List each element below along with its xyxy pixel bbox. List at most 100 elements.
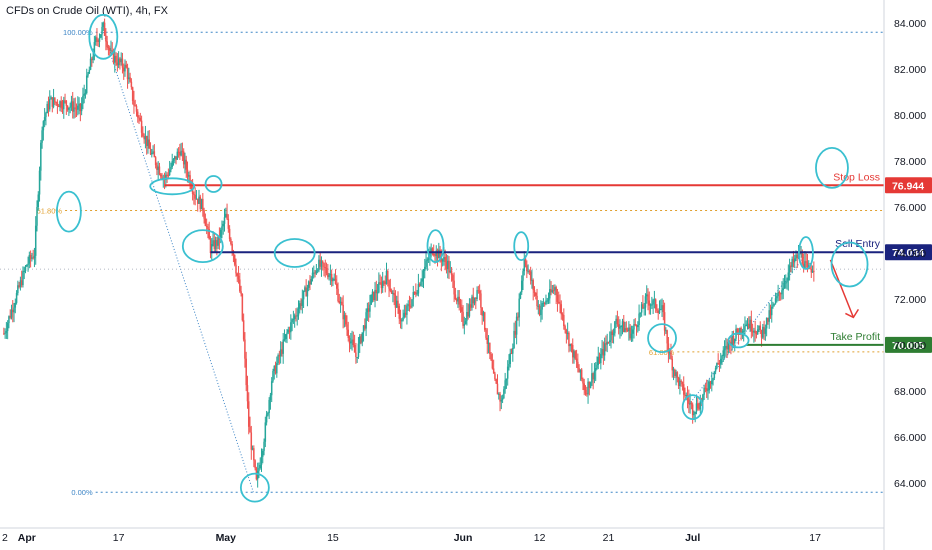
candle-body bbox=[569, 343, 571, 347]
candle-body bbox=[661, 305, 663, 310]
candle-body bbox=[431, 248, 434, 254]
candle-body bbox=[555, 287, 557, 295]
candle-body bbox=[790, 265, 792, 267]
candle-body bbox=[732, 335, 735, 344]
candle-body bbox=[741, 331, 744, 333]
hand-drawn-circle bbox=[55, 190, 82, 233]
candle-body bbox=[508, 363, 510, 367]
hand-drawn-circles bbox=[55, 13, 869, 503]
candle-body bbox=[191, 189, 194, 194]
candle-body bbox=[260, 456, 263, 466]
candle-body bbox=[380, 282, 383, 289]
candle-body bbox=[478, 290, 481, 294]
candle-body bbox=[804, 261, 806, 269]
candle-body bbox=[522, 271, 524, 281]
candle-body bbox=[617, 324, 620, 329]
candle-body bbox=[153, 151, 156, 158]
candle-body bbox=[205, 225, 208, 227]
candle-body bbox=[796, 254, 799, 259]
candle-body bbox=[607, 341, 610, 343]
candle-body bbox=[245, 358, 247, 386]
candle-body bbox=[121, 58, 124, 68]
candle-body bbox=[343, 315, 346, 320]
candle-body bbox=[496, 383, 499, 395]
candle-body bbox=[154, 157, 157, 166]
candle-body bbox=[92, 56, 94, 61]
candle-body bbox=[388, 280, 390, 289]
candle-body bbox=[535, 292, 537, 296]
candle-body bbox=[697, 403, 699, 409]
candle-body bbox=[709, 381, 712, 385]
candle-body bbox=[563, 315, 565, 327]
candle-body bbox=[463, 323, 466, 326]
candle-body bbox=[713, 371, 716, 379]
candle-body bbox=[47, 103, 50, 110]
candle-body bbox=[74, 107, 77, 109]
candle-body bbox=[670, 352, 672, 359]
candle-body bbox=[748, 323, 750, 328]
candle-body bbox=[770, 306, 773, 316]
candle-body bbox=[364, 325, 366, 329]
candle-body bbox=[398, 306, 401, 319]
candle-body bbox=[450, 270, 453, 276]
candle-body bbox=[449, 270, 452, 273]
candle-body bbox=[667, 343, 670, 353]
candle-body bbox=[397, 300, 399, 307]
candle-body bbox=[281, 349, 283, 354]
candle-body bbox=[810, 268, 813, 273]
candle-body bbox=[320, 261, 323, 267]
candle-body bbox=[371, 291, 374, 295]
fib-lines: 100.00%61.80%0.00%61.80% bbox=[0, 28, 884, 497]
candle-body bbox=[171, 160, 173, 167]
candle-body bbox=[133, 100, 135, 106]
candle-body bbox=[339, 301, 342, 303]
candle-body bbox=[161, 176, 163, 180]
hand-drawn-circle bbox=[204, 175, 223, 193]
candle-body bbox=[505, 378, 508, 381]
candle-body bbox=[575, 358, 578, 362]
candle-body bbox=[116, 62, 119, 66]
candle-body bbox=[545, 300, 547, 304]
candle-body bbox=[554, 287, 556, 291]
candle-body bbox=[499, 393, 501, 402]
candle-body bbox=[54, 97, 56, 103]
candle-body bbox=[644, 296, 647, 308]
candle-body bbox=[592, 373, 594, 380]
candle-body bbox=[504, 380, 506, 390]
candle-body bbox=[190, 185, 193, 190]
candle-body bbox=[666, 330, 668, 344]
candle-body bbox=[523, 258, 526, 272]
take-profit-price-tag bbox=[885, 336, 932, 353]
candle-body bbox=[182, 151, 185, 165]
candle-body bbox=[464, 321, 467, 324]
candle-body bbox=[170, 166, 172, 170]
candle-body bbox=[347, 329, 349, 338]
candle-body bbox=[125, 64, 128, 68]
hand-drawn-circle bbox=[830, 241, 869, 288]
candle-body bbox=[41, 130, 43, 143]
time-tick-label: 12 bbox=[534, 532, 546, 544]
candle-body bbox=[336, 283, 338, 289]
candle-body bbox=[188, 175, 190, 177]
candle-body bbox=[309, 281, 311, 285]
candle-body bbox=[254, 460, 256, 469]
candle-body bbox=[491, 360, 494, 369]
trend-arrow-shaft bbox=[829, 259, 855, 318]
candle-body bbox=[781, 290, 783, 295]
candle-body bbox=[457, 296, 459, 302]
candle-body bbox=[540, 309, 542, 315]
candle-body bbox=[615, 318, 617, 322]
candle-body bbox=[33, 255, 36, 259]
candle-body bbox=[50, 97, 52, 100]
candle-body bbox=[214, 240, 217, 249]
candle-body bbox=[142, 132, 144, 137]
candle-body bbox=[73, 107, 75, 112]
candle-body bbox=[574, 351, 577, 359]
candle-body bbox=[12, 309, 14, 313]
candle-body bbox=[531, 280, 533, 282]
candle-body bbox=[34, 225, 37, 256]
candle-body bbox=[250, 432, 253, 450]
candle-body bbox=[518, 298, 520, 318]
candle-body bbox=[515, 316, 518, 335]
